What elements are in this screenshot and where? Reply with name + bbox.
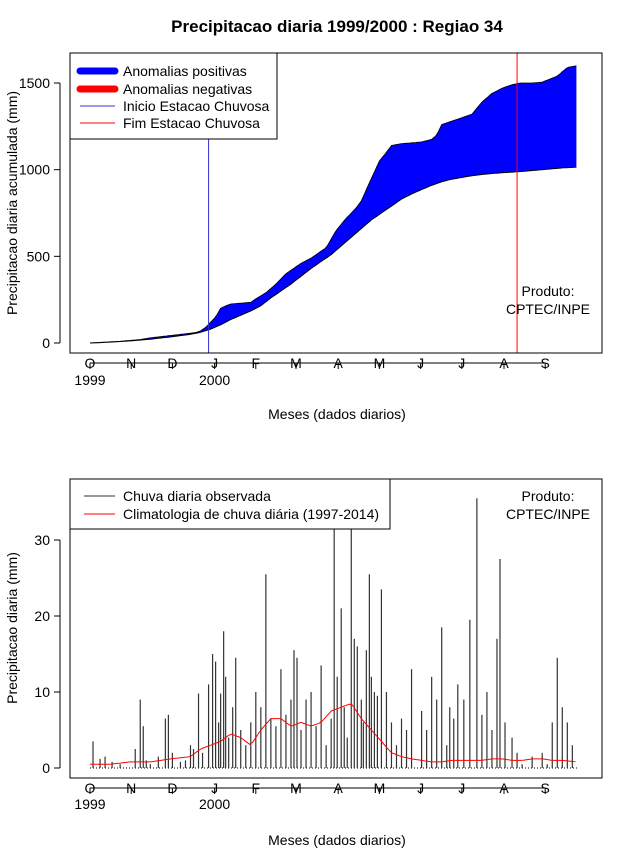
top-legend: Anomalias positivas Anomalias negativas …	[69, 52, 278, 140]
positive-anomaly-area	[90, 65, 577, 344]
top-x-tick-label: J	[211, 355, 218, 371]
top-y-tick-label: 0	[42, 335, 50, 351]
bottom-x-tick-label: J	[417, 780, 424, 796]
bottom-year-label: 2000	[199, 796, 230, 812]
top-x-tick-label: N	[126, 355, 136, 371]
top-annotation-line-2: CPTEC/INPE	[506, 301, 590, 317]
top-x-tick-label: S	[541, 355, 550, 371]
top-x-tick-label: A	[334, 355, 344, 371]
top-x-tick-label: A	[499, 355, 509, 371]
top-x-tick-label: F	[252, 355, 261, 371]
legend-label-negative: Anomalias negativas	[123, 81, 252, 97]
bottom-x-tick-label: D	[167, 780, 177, 796]
bottom-y-tick-label: 20	[34, 608, 50, 624]
climatology-daily-line	[90, 703, 576, 765]
legend-label-positive: Anomalias positivas	[123, 63, 247, 79]
bottom-axes: 0 10 20 30 O N D J F M A M J J A S 1999 2000	[34, 532, 549, 812]
top-legend-box	[69, 52, 278, 140]
bottom-plot-area	[90, 498, 578, 769]
bottom-x-tick-label: J	[211, 780, 218, 796]
bottom-y-tick-label: 30	[34, 532, 50, 548]
climatology-cumulative-line	[89, 166, 577, 344]
observed-cumulative-line	[89, 65, 577, 344]
top-chart-title: Precipitacao diaria 1999/2000 : Regiao 3…	[171, 17, 503, 36]
legend-label-climatology: Climatologia de chuva diária (1997-2014)	[123, 506, 379, 522]
top-y-tick-label: 1500	[19, 75, 50, 91]
top-x-tick-label: D	[167, 355, 177, 371]
top-x-tick-label: M	[290, 355, 302, 371]
bottom-x-axis-label: Meses (dados diarios)	[268, 832, 406, 848]
bottom-y-tick-label: 0	[42, 760, 50, 776]
top-x-tick-label: O	[85, 355, 96, 371]
top-year-label: 1999	[74, 372, 105, 388]
top-x-tick-label: J	[417, 355, 424, 371]
top-x-axis-label: Meses (dados diarios)	[268, 406, 406, 422]
bottom-x-tick-label: F	[252, 780, 261, 796]
top-year-label: 2000	[199, 372, 230, 388]
bottom-x-tick-label: M	[374, 780, 386, 796]
bottom-x-tick-label: N	[126, 780, 136, 796]
top-x-tick-label: M	[374, 355, 386, 371]
bottom-annotation-line-1: Produto:	[522, 488, 575, 504]
bottom-x-tick-label: A	[499, 780, 509, 796]
bottom-year-label: 1999	[74, 796, 105, 812]
bottom-x-tick-label: M	[290, 780, 302, 796]
top-x-tick-label: J	[458, 355, 465, 371]
top-annotation-line-1: Produto:	[522, 283, 575, 299]
top-axes: 0 500 1000 1500 O N D J F M A M J J A S 1999 2000	[19, 75, 550, 388]
top-y-axis-label: Precipitacao diaria acumulada (mm)	[4, 91, 20, 315]
top-plot-frame	[69, 52, 603, 354]
legend-label-fim: Fim Estacao Chuvosa	[123, 115, 260, 131]
bottom-x-tick-label: S	[541, 780, 550, 796]
bottom-legend: Chuva diaria observada Climatologia de c…	[69, 478, 391, 530]
bottom-x-tick-label: O	[85, 780, 96, 796]
bottom-y-tick-label: 10	[34, 684, 50, 700]
legend-label-observed: Chuva diaria observada	[123, 488, 271, 504]
bottom-annotation-line-2: CPTEC/INPE	[506, 506, 590, 522]
legend-label-inicio: Inicio Estacao Chuvosa	[123, 98, 270, 114]
bottom-x-tick-label: J	[458, 780, 465, 796]
top-y-tick-label: 500	[27, 248, 51, 264]
top-y-tick-label: 1000	[19, 162, 50, 178]
bottom-x-tick-label: A	[334, 780, 344, 796]
bottom-legend-box	[69, 478, 391, 530]
bottom-y-axis-label: Precipitacao diaria (mm)	[4, 552, 20, 704]
